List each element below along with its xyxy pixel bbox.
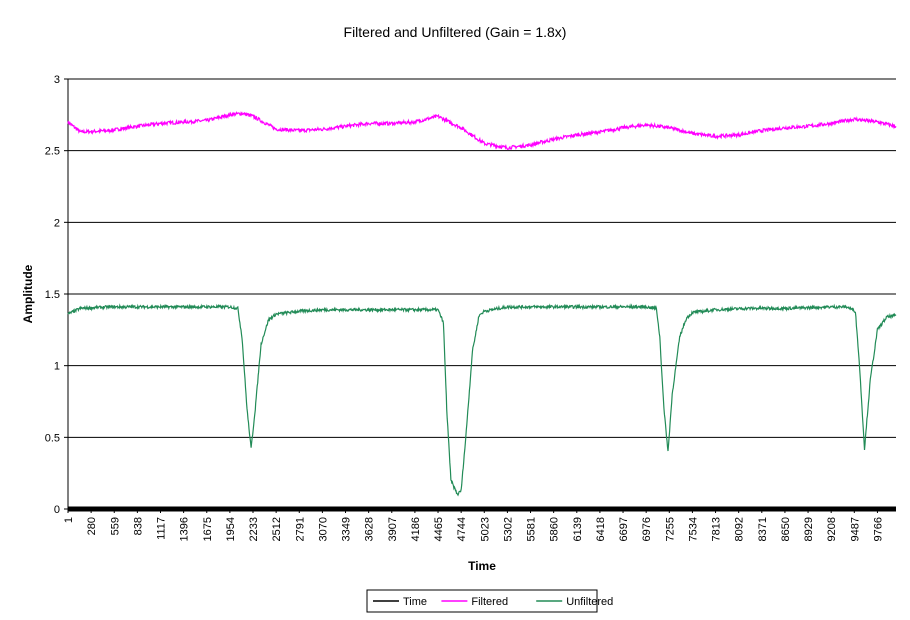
x-tick-label: 8371 [757, 517, 769, 541]
legend-item-unfiltered: Unfiltered [536, 596, 613, 608]
x-tick-label: 6418 [595, 517, 607, 541]
x-tick-label: 1675 [202, 517, 214, 541]
series-group [67, 111, 897, 512]
x-tick-label: 3070 [317, 517, 329, 541]
chart-title: Filtered and Unfiltered (Gain = 1.8x) [344, 24, 567, 40]
series-unfiltered-line [67, 303, 897, 497]
y-tick-label: 3 [54, 74, 60, 86]
legend-label: Time [403, 596, 427, 608]
x-tick-label: 280 [86, 517, 98, 535]
x-tick-label: 8929 [803, 517, 815, 541]
x-tick-label: 5023 [479, 517, 491, 541]
x-tick-label: 7534 [687, 517, 699, 541]
x-tick-label: 5581 [526, 517, 538, 541]
y-axis: 0 0.5 1 1.5 2 2.5 3 [45, 74, 69, 516]
y-tick-label: 2 [54, 217, 60, 229]
x-tick-label: 1 [63, 517, 75, 523]
legend-label: Filtered [471, 596, 508, 608]
legend-box [366, 589, 598, 613]
x-tick-label: 838 [132, 517, 144, 535]
x-tick-label: 5860 [549, 517, 561, 541]
x-tick-label: 1396 [179, 517, 191, 541]
y-tick-label: 2.5 [45, 146, 60, 158]
x-tick-label: 9487 [849, 517, 861, 541]
x-tick-label: 8092 [734, 517, 746, 541]
y-tick-label: 0.5 [45, 432, 60, 444]
x-tick-label: 3628 [364, 517, 376, 541]
x-tick-label: 8650 [780, 517, 792, 541]
x-tick-label: 7255 [664, 517, 676, 541]
x-tick-label: 7813 [711, 517, 723, 541]
x-tick-label: 4186 [410, 517, 422, 541]
x-tick-label: 3907 [387, 517, 399, 541]
x-tick-label: 4465 [433, 517, 445, 541]
x-tick-label: 6139 [572, 517, 584, 541]
x-tick-label: 1117 [156, 517, 168, 540]
legend-item-time: Time [373, 596, 427, 608]
series-filtered-line [67, 111, 897, 151]
x-tick-label: 4744 [456, 517, 468, 541]
x-tick-label: 2512 [271, 517, 283, 541]
legend: Time Filtered Unfiltered [366, 589, 613, 613]
x-tick-label: 9208 [826, 517, 838, 541]
x-tick-label: 1954 [225, 517, 237, 541]
x-tick-label: 5302 [502, 517, 514, 541]
legend-item-filtered: Filtered [441, 596, 508, 608]
y-tick-label: 0 [54, 504, 60, 516]
x-tick-label: 6976 [641, 517, 653, 541]
x-axis: 1 280 559 838 1117 1396 1675 1954 2233 2512 2791 30… [63, 509, 884, 541]
x-tick-label: 9766 [872, 517, 884, 541]
x-tick-label: 3349 [341, 517, 353, 541]
x-axis-title: Time [468, 559, 496, 573]
y-tick-label: 1.5 [45, 289, 60, 301]
x-tick-label: 6697 [618, 517, 630, 541]
gridlines [68, 78, 896, 438]
x-tick-label: 2233 [248, 517, 260, 541]
legend-label: Unfiltered [566, 596, 613, 608]
x-tick-label: 559 [109, 517, 121, 535]
y-axis-title: Amplitude [21, 264, 35, 323]
y-tick-label: 1 [54, 361, 60, 373]
x-tick-label: 2791 [294, 517, 306, 541]
